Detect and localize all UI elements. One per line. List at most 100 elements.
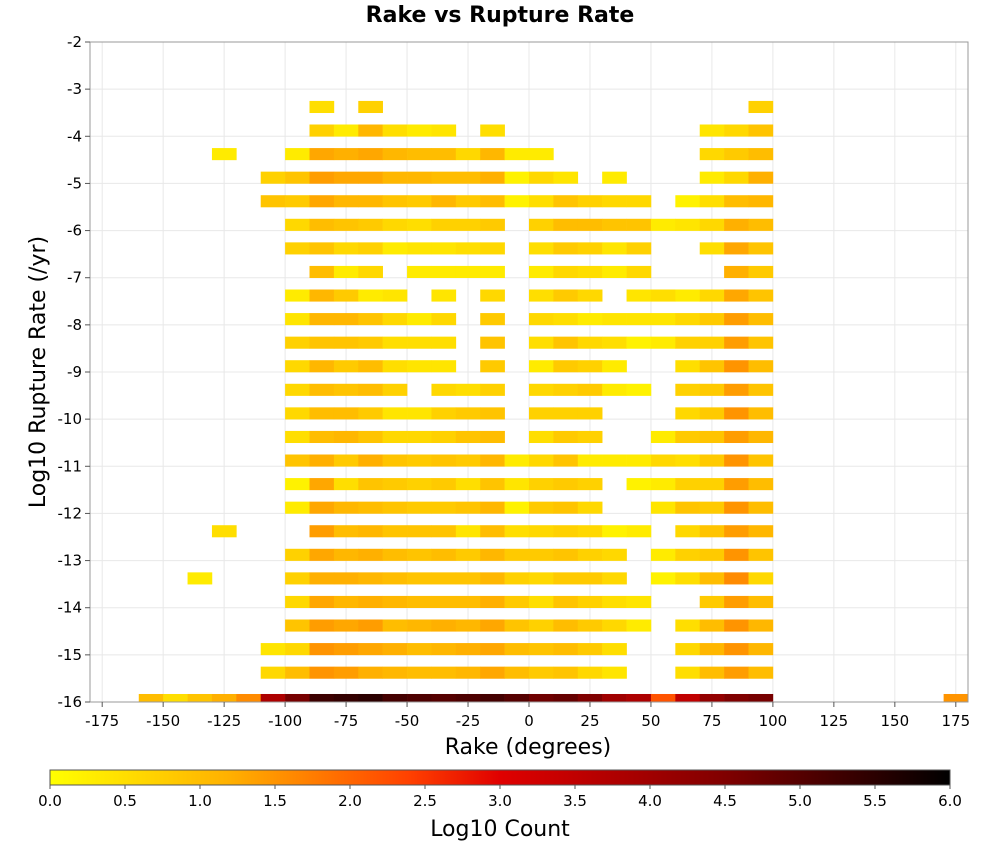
heatmap-cell xyxy=(431,360,457,373)
heatmap-cell xyxy=(431,595,457,609)
heatmap-cell xyxy=(699,195,725,208)
heatmap-cell-bottom xyxy=(675,693,701,702)
heatmap-cell xyxy=(626,619,652,632)
colorbar-tick-label: 1.0 xyxy=(188,792,212,810)
heatmap-cell-bottom xyxy=(553,693,579,702)
heatmap-cell xyxy=(748,407,774,420)
heatmap-cell xyxy=(553,289,579,302)
heatmap-cell xyxy=(553,265,579,279)
heatmap-cell xyxy=(748,572,774,585)
heatmap-cell xyxy=(285,454,310,467)
heatmap-cell xyxy=(529,595,554,609)
heatmap-cell xyxy=(431,430,457,444)
heatmap-cell xyxy=(285,643,310,656)
heatmap-cell xyxy=(358,195,383,208)
heatmap-cell xyxy=(455,265,481,279)
heatmap-cell xyxy=(407,525,432,538)
heatmap-cells xyxy=(138,100,969,702)
heatmap-cell xyxy=(748,548,774,561)
heatmap-cell xyxy=(382,548,408,561)
heatmap-cell xyxy=(431,619,457,632)
heatmap-cell xyxy=(358,525,383,538)
heatmap-cell-bottom xyxy=(309,693,335,702)
heatmap-cell xyxy=(455,478,481,491)
heatmap-cell xyxy=(407,430,432,444)
heatmap-cell xyxy=(626,313,652,326)
heatmap-cell xyxy=(407,148,432,161)
heatmap-cell xyxy=(602,595,627,609)
heatmap-cell xyxy=(333,195,359,208)
heatmap-cell xyxy=(626,265,652,279)
heatmap-cell xyxy=(358,383,383,396)
heatmap-cell xyxy=(724,195,749,208)
heatmap-cell xyxy=(309,595,335,609)
heatmap-cell xyxy=(309,265,335,279)
heatmap-cell xyxy=(407,313,432,326)
heatmap-cell xyxy=(675,313,701,326)
colorbar-tick-label: 3.0 xyxy=(488,792,512,810)
heatmap-cell-bottom xyxy=(748,693,774,702)
heatmap-cell xyxy=(407,454,432,467)
heatmap-cell xyxy=(529,336,554,349)
heatmap-cell xyxy=(358,572,383,585)
heatmap-cell xyxy=(724,478,749,491)
heatmap-cell xyxy=(382,666,408,679)
heatmap-cell xyxy=(529,171,554,184)
heatmap-cell xyxy=(650,501,676,514)
heatmap-cell xyxy=(724,595,749,609)
heatmap-cell xyxy=(285,572,310,585)
heatmap-cell xyxy=(529,548,554,561)
heatmap-cell xyxy=(504,595,530,609)
heatmap-cell xyxy=(626,454,652,467)
heatmap-cell xyxy=(260,643,286,656)
heatmap-cell xyxy=(382,336,408,349)
colorbar-ticks: 0.0 0.5 1.0 1.5 2.0 2.5 3.0 3.5 4.0 4.5 5.0 5.5 6.0 xyxy=(38,785,962,810)
heatmap-cell xyxy=(577,383,603,396)
heatmap-cell xyxy=(748,501,774,514)
heatmap-cell xyxy=(699,383,725,396)
heatmap-cell xyxy=(699,619,725,632)
heatmap-cell xyxy=(285,619,310,632)
heatmap-cell xyxy=(358,100,383,114)
heatmap-cell xyxy=(748,265,774,279)
heatmap-cell xyxy=(333,383,359,396)
heatmap-cell xyxy=(748,360,774,373)
heatmap-cell xyxy=(699,124,725,137)
heatmap-cell xyxy=(724,666,749,679)
heatmap-cell xyxy=(309,501,335,514)
heatmap-cell xyxy=(480,548,505,561)
heatmap-cell xyxy=(455,383,481,396)
heatmap-cell xyxy=(602,619,627,632)
heatmap-cell xyxy=(480,525,505,538)
heatmap-cell xyxy=(748,148,774,161)
y-tick-label: -15 xyxy=(58,646,83,664)
heatmap-cell xyxy=(407,595,432,609)
heatmap-cell xyxy=(650,478,676,491)
heatmap-cell xyxy=(382,478,408,491)
heatmap-cell xyxy=(309,195,335,208)
heatmap-cell xyxy=(382,572,408,585)
colorbar-tick-label: 1.5 xyxy=(263,792,287,810)
heatmap-cell xyxy=(480,218,505,231)
heatmap-cell xyxy=(309,336,335,349)
heatmap-cell xyxy=(529,430,554,444)
heatmap-cell xyxy=(699,666,725,679)
heatmap-cell xyxy=(577,525,603,538)
heatmap-cell xyxy=(553,619,579,632)
heatmap-cell xyxy=(358,218,383,231)
heatmap-cell xyxy=(626,383,652,396)
heatmap-cell xyxy=(602,195,627,208)
heatmap-cell xyxy=(309,218,335,231)
heatmap-cell xyxy=(748,100,774,114)
heatmap-cell xyxy=(529,218,554,231)
heatmap-cell xyxy=(358,454,383,467)
heatmap-cell xyxy=(699,407,725,420)
heatmap-cell xyxy=(650,454,676,467)
heatmap-cell-bottom xyxy=(626,693,652,702)
heatmap-cell xyxy=(553,643,579,656)
heatmap-cell xyxy=(333,313,359,326)
heatmap-cell xyxy=(675,548,701,561)
heatmap-cell xyxy=(748,171,774,184)
heatmap-cell xyxy=(333,430,359,444)
